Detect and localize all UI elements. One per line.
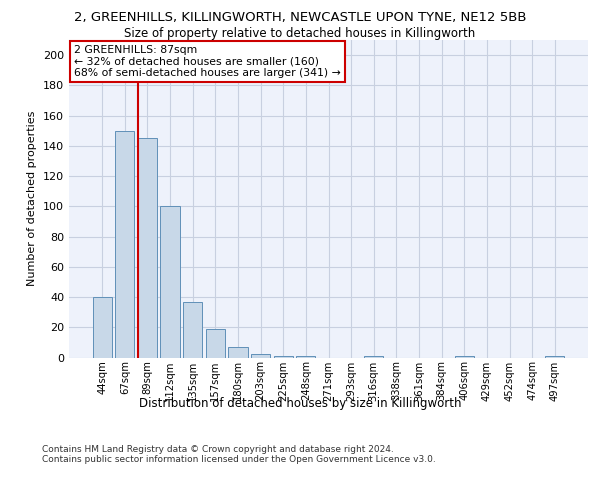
Bar — [251, 354, 270, 358]
Y-axis label: Number of detached properties: Number of detached properties — [28, 111, 37, 286]
Text: Contains HM Land Registry data © Crown copyright and database right 2024.
Contai: Contains HM Land Registry data © Crown c… — [42, 445, 436, 464]
Bar — [364, 356, 383, 358]
Bar — [183, 302, 202, 358]
Bar — [138, 138, 157, 358]
Text: Distribution of detached houses by size in Killingworth: Distribution of detached houses by size … — [139, 398, 461, 410]
Bar — [296, 356, 316, 358]
Text: 2 GREENHILLS: 87sqm
← 32% of detached houses are smaller (160)
68% of semi-detac: 2 GREENHILLS: 87sqm ← 32% of detached ho… — [74, 45, 341, 78]
Bar — [160, 206, 180, 358]
Bar — [115, 130, 134, 358]
Bar — [229, 347, 248, 358]
Text: 2, GREENHILLS, KILLINGWORTH, NEWCASTLE UPON TYNE, NE12 5BB: 2, GREENHILLS, KILLINGWORTH, NEWCASTLE U… — [74, 12, 526, 24]
Bar — [92, 297, 112, 358]
Bar — [455, 356, 474, 358]
Bar — [545, 356, 565, 358]
Text: Size of property relative to detached houses in Killingworth: Size of property relative to detached ho… — [124, 28, 476, 40]
Bar — [274, 356, 293, 358]
Bar — [206, 329, 225, 358]
